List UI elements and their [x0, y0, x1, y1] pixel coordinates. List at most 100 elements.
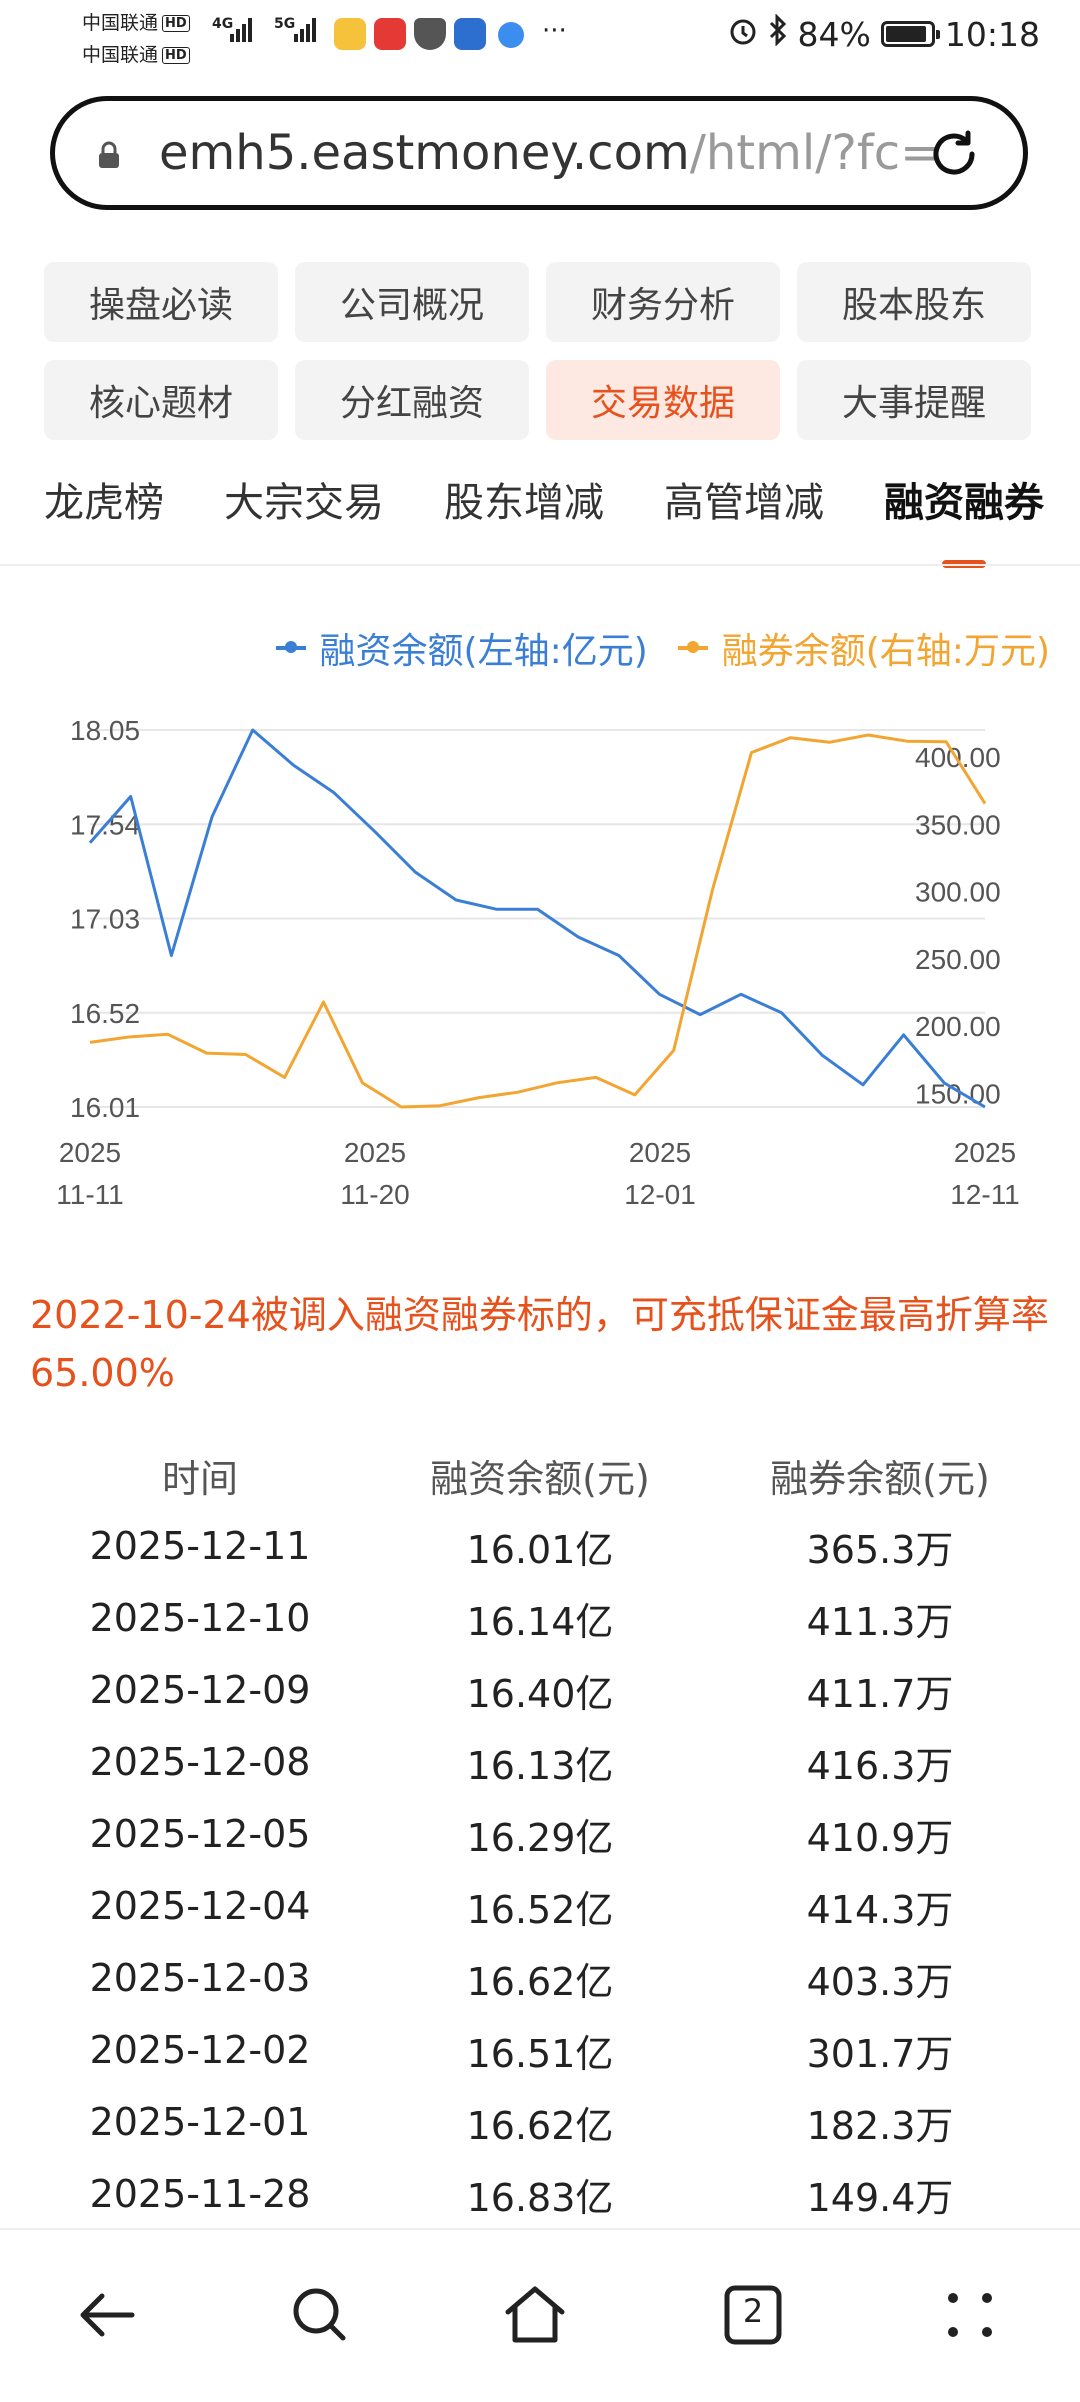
legend-label: 融资余额(左轴:亿元) [319, 631, 648, 672]
y-tick-right: 300.00 [915, 877, 1001, 908]
cell-date: 2025-12-02 [89, 2028, 311, 2072]
table-row: 2025-12-02 16.51亿 301.7万 [0, 2014, 1080, 2086]
y-tick-right: 400.00 [915, 742, 1001, 773]
menu-button-caopan[interactable]: 操盘必读 [44, 262, 278, 342]
y-tick-right: 250.00 [915, 944, 1001, 975]
table-row: 2025-12-03 16.62亿 403.3万 [0, 1942, 1080, 2014]
x-tick-date: 11-11 [56, 1179, 123, 1210]
margin-chart: 18.0517.5417.0316.5216.01400.00350.00300… [56, 715, 1020, 1210]
y-tick-left: 16.01 [70, 1092, 140, 1123]
y-tick-left: 17.03 [70, 904, 140, 935]
y-tick-right: 150.00 [915, 1079, 1001, 1110]
battery-percent: 84% [797, 14, 871, 54]
chart-legend: 融资余额(左轴:亿元) 融券余额(右轴:万元) [275, 622, 1050, 674]
table-row: 2025-12-09 16.40亿 411.7万 [0, 1654, 1080, 1726]
cell-date: 2025-12-01 [89, 2100, 311, 2144]
cell-lending: 403.3万 [806, 1959, 954, 2004]
cell-financing: 16.29亿 [466, 1815, 614, 1860]
bluetooth-icon [768, 13, 788, 54]
tabs-count: 2 [742, 2292, 764, 2330]
clock: 10:18 [944, 14, 1040, 54]
carrier-label-2: 中国联通 HD [82, 40, 190, 67]
cell-date: 2025-12-04 [89, 1884, 311, 1928]
y-tick-right: 200.00 [915, 1011, 1001, 1042]
cell-lending: 416.3万 [806, 1743, 954, 1788]
tabs-button[interactable]: 2 [718, 2280, 788, 2350]
menu-button-dividends[interactable]: 分红融资 [295, 360, 529, 440]
cell-lending: 414.3万 [806, 1887, 954, 1932]
table-row: 2025-12-04 16.52亿 414.3万 [0, 1870, 1080, 1942]
table-row: 2025-12-10 16.14亿 411.3万 [0, 1582, 1080, 1654]
legend-marker [677, 641, 708, 653]
browser-icon [498, 22, 524, 48]
cell-date: 2025-11-28 [89, 2172, 311, 2216]
signal-icon [230, 18, 254, 42]
table-row: 2025-12-11 16.01亿 365.3万 [0, 1510, 1080, 1582]
battery-icon [880, 21, 940, 47]
cell-date: 2025-12-10 [89, 1596, 311, 1640]
menu-button-core-themes[interactable]: 核心题材 [44, 360, 278, 440]
menu-icon[interactable] [935, 2280, 1005, 2350]
network-5g-label: 5G [274, 16, 296, 32]
cell-lending: 301.7万 [806, 2031, 954, 2076]
legend-item-lending[interactable]: 融券余额(右轴:万元) [677, 622, 1050, 674]
lending-line [89, 733, 987, 1109]
x-tick-year: 2025 [344, 1137, 406, 1168]
bottom-nav: 2 [0, 2228, 1080, 2402]
tab-executive-change[interactable]: 高管增减 [664, 480, 824, 526]
lock-icon [99, 141, 119, 168]
tabs-icon [724, 2285, 782, 2345]
cell-lending: 411.7万 [806, 1671, 954, 1716]
cell-date: 2025-12-08 [89, 1740, 311, 1784]
cell-lending: 182.3万 [806, 2103, 954, 2148]
margin-notice: 2022-10-24被调入融资融券标的，可充抵保证金最高折算率65.00% [30, 1293, 1049, 1395]
cell-date: 2025-12-11 [89, 1524, 311, 1568]
tab-shareholder-change[interactable]: 股东增减 [444, 480, 604, 526]
address-bar[interactable]: emh5.eastmoney.com/html/?fc=30 [50, 96, 1028, 210]
y-tick-left: 16.52 [70, 998, 140, 1029]
menu-button-events[interactable]: 大事提醒 [797, 360, 1031, 440]
tab-margin-trading[interactable]: 融资融券 [884, 470, 1044, 540]
y-tick-left: 18.05 [70, 715, 140, 746]
network-4g-label: 4G [212, 16, 234, 32]
table-header: 时间 融资余额(元) 融券余额(元) [0, 1440, 1080, 1510]
menu-button-shareholders[interactable]: 股本股东 [797, 262, 1031, 342]
cell-date: 2025-12-05 [89, 1812, 311, 1856]
search-icon[interactable] [285, 2280, 355, 2350]
legend-marker [275, 641, 306, 653]
x-tick-date: 12-01 [624, 1179, 696, 1210]
cell-date: 2025-12-09 [89, 1668, 311, 1712]
reload-icon[interactable] [925, 125, 983, 183]
y-tick-right: 350.00 [915, 809, 1001, 840]
menu-button-trading-data[interactable]: 交易数据 [546, 360, 780, 440]
x-tick-year: 2025 [59, 1137, 121, 1168]
cell-lending: 365.3万 [806, 1527, 954, 1572]
cell-financing: 16.83亿 [466, 2175, 614, 2220]
menu-button-financial-analysis[interactable]: 财务分析 [546, 262, 780, 342]
financing-line [88, 728, 986, 1109]
x-tick-date: 12-11 [950, 1179, 1020, 1210]
cell-lending: 410.9万 [806, 1815, 954, 1860]
x-tick-year: 2025 [629, 1137, 691, 1168]
alarm-icon [728, 15, 758, 54]
url-text[interactable]: emh5.eastmoney.com/html/?fc=30 [159, 125, 939, 181]
signal-icon [294, 18, 318, 42]
cell-financing: 16.01亿 [466, 1527, 614, 1572]
cell-financing: 16.40亿 [466, 1671, 614, 1716]
menu-button-company-profile[interactable]: 公司概况 [295, 262, 529, 342]
cell-lending: 411.3万 [806, 1599, 954, 1644]
carrier-label-1: 中国联通 HD [82, 8, 190, 35]
subtab-bar: 龙虎榜 大宗交易 股东增减 高管增减 融资融券 [44, 470, 1044, 540]
cell-date: 2025-12-03 [89, 1956, 311, 2000]
header-financing: 融资余额(元) [430, 1456, 650, 1501]
home-icon[interactable] [500, 2280, 570, 2350]
weibo-icon [334, 18, 366, 50]
legend-item-financing[interactable]: 融资余额(左轴:亿元) [275, 622, 648, 674]
tab-block-trade[interactable]: 大宗交易 [224, 480, 384, 526]
x-tick-year: 2025 [954, 1137, 1016, 1168]
app-notification-icon [454, 18, 486, 50]
shield-icon [414, 18, 446, 50]
tab-dragon-tiger[interactable]: 龙虎榜 [44, 480, 164, 526]
back-icon[interactable] [72, 2280, 142, 2350]
table-row: 2025-12-01 16.62亿 182.3万 [0, 2086, 1080, 2158]
